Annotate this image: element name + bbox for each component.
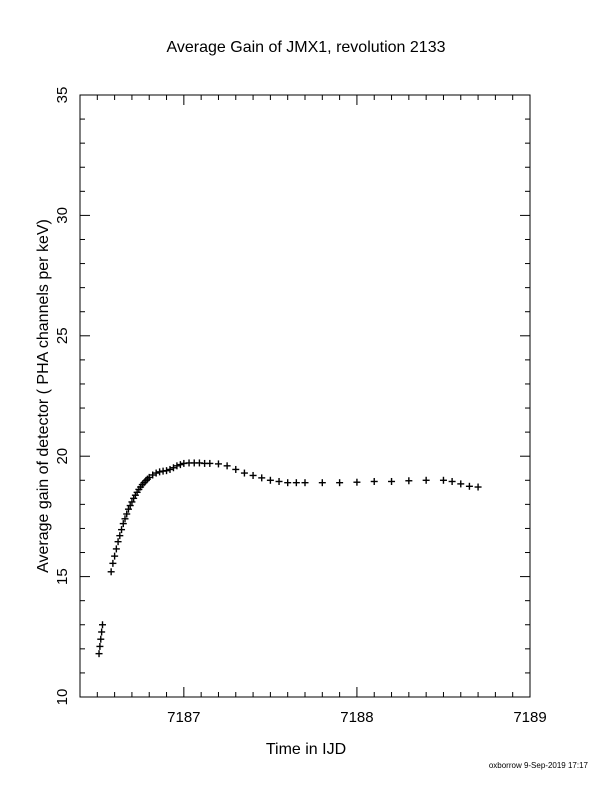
- data-point: [318, 479, 326, 487]
- data-point: [232, 465, 240, 473]
- y-tick-label: 20: [54, 448, 71, 465]
- chart-title: Average Gain of JMX1, revolution 2133: [167, 39, 446, 56]
- data-point: [118, 526, 126, 534]
- data-point: [370, 477, 378, 485]
- y-tick-label: 25: [54, 327, 71, 344]
- data-point: [98, 628, 106, 636]
- data-point: [152, 469, 160, 477]
- data-point: [240, 469, 248, 477]
- data-point: [121, 515, 129, 523]
- x-tick-label: 7189: [513, 709, 546, 726]
- data-point: [123, 510, 131, 518]
- y-tick-label: 35: [54, 87, 71, 104]
- data-point: [119, 520, 127, 528]
- data-point: [111, 552, 119, 560]
- data-point: [474, 483, 482, 491]
- data-point: [249, 471, 257, 479]
- data-point: [336, 479, 344, 487]
- data-point: [284, 479, 292, 487]
- data-point: [214, 460, 222, 468]
- data-point: [116, 532, 124, 540]
- data-point: [107, 568, 115, 576]
- footer-credit: oxborrow 9-Sep-2019 17:17: [489, 761, 589, 770]
- data-points: [95, 459, 482, 658]
- data-point: [448, 477, 456, 485]
- data-point: [465, 482, 473, 490]
- data-point: [388, 477, 396, 485]
- data-point: [96, 642, 104, 650]
- data-point: [301, 479, 309, 487]
- data-point: [114, 538, 122, 546]
- data-point: [405, 477, 413, 485]
- data-point: [173, 462, 181, 470]
- data-point: [95, 650, 103, 658]
- data-point: [144, 475, 151, 483]
- data-point: [126, 502, 134, 510]
- data-point: [422, 476, 430, 484]
- data-point: [163, 467, 171, 475]
- data-point: [156, 468, 164, 476]
- data-point: [97, 635, 105, 643]
- x-tick-label: 7187: [167, 709, 200, 726]
- data-point: [112, 545, 120, 553]
- data-point: [275, 477, 283, 485]
- data-point: [223, 462, 231, 470]
- data-point: [99, 621, 106, 629]
- data-point: [128, 498, 136, 506]
- y-axis-ticks: 10 15 20 25 30 35: [54, 87, 530, 706]
- data-point: [206, 459, 214, 467]
- data-point: [353, 478, 361, 486]
- data-point: [124, 505, 132, 513]
- data-point: [258, 474, 266, 482]
- data-point: [439, 476, 447, 484]
- x-axis-label: Time in IJD: [266, 741, 346, 758]
- data-point: [176, 461, 184, 469]
- y-axis-label: Average gain of detector ( PHA channels …: [35, 219, 52, 573]
- plot-frame: [79, 94, 531, 698]
- y-tick-label: 30: [54, 207, 71, 224]
- y-tick-label: 10: [54, 689, 71, 706]
- x-tick-label: 7188: [340, 709, 373, 726]
- data-point: [266, 476, 274, 484]
- data-point: [292, 479, 300, 487]
- data-point: [457, 480, 465, 488]
- data-point: [109, 559, 117, 567]
- y-tick-label: 15: [54, 568, 71, 585]
- data-point: [166, 465, 174, 473]
- x-axis-ticks: 7187 7188 7189: [96, 95, 547, 726]
